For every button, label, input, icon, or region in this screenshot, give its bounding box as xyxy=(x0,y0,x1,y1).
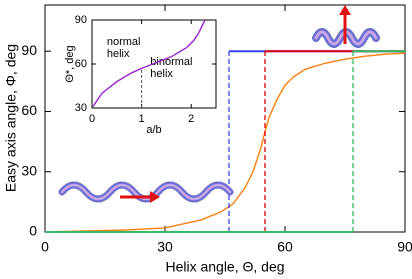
y-tick-label: 90 xyxy=(75,14,87,26)
y-tick-label: 60 xyxy=(75,58,87,70)
x-axis-label: Helix angle, Θ, deg xyxy=(165,259,284,275)
annotation: binormal xyxy=(150,56,192,68)
x-tick-label: 90 xyxy=(397,239,412,255)
x-tick-label: 2 xyxy=(188,113,194,125)
x-tick-label: 0 xyxy=(41,239,49,255)
helix-icon-top xyxy=(312,5,380,48)
y-tick-label: 0 xyxy=(29,223,37,239)
y-tick-label: 30 xyxy=(75,102,87,114)
y-axis-label: Easy axis angle, Φ, deg xyxy=(3,44,19,192)
series-line xyxy=(44,52,406,233)
annotation: helix xyxy=(107,48,130,60)
y-tick-label: 30 xyxy=(21,162,37,178)
annotation: helix xyxy=(150,68,173,80)
inset-y-label: Θ*, deg xyxy=(64,45,76,82)
helix-icon-bottom xyxy=(58,181,234,203)
annotation: normal xyxy=(107,36,141,48)
inset-x-label: a/b xyxy=(146,124,161,136)
y-tick-label: 60 xyxy=(21,102,37,118)
x-tick-label: 60 xyxy=(277,239,293,255)
y-tick-label: 90 xyxy=(21,42,37,58)
series-line xyxy=(92,19,206,107)
x-tick-label: 1 xyxy=(139,113,145,125)
x-tick-label: 30 xyxy=(157,239,173,255)
x-tick-label: 0 xyxy=(89,113,95,125)
